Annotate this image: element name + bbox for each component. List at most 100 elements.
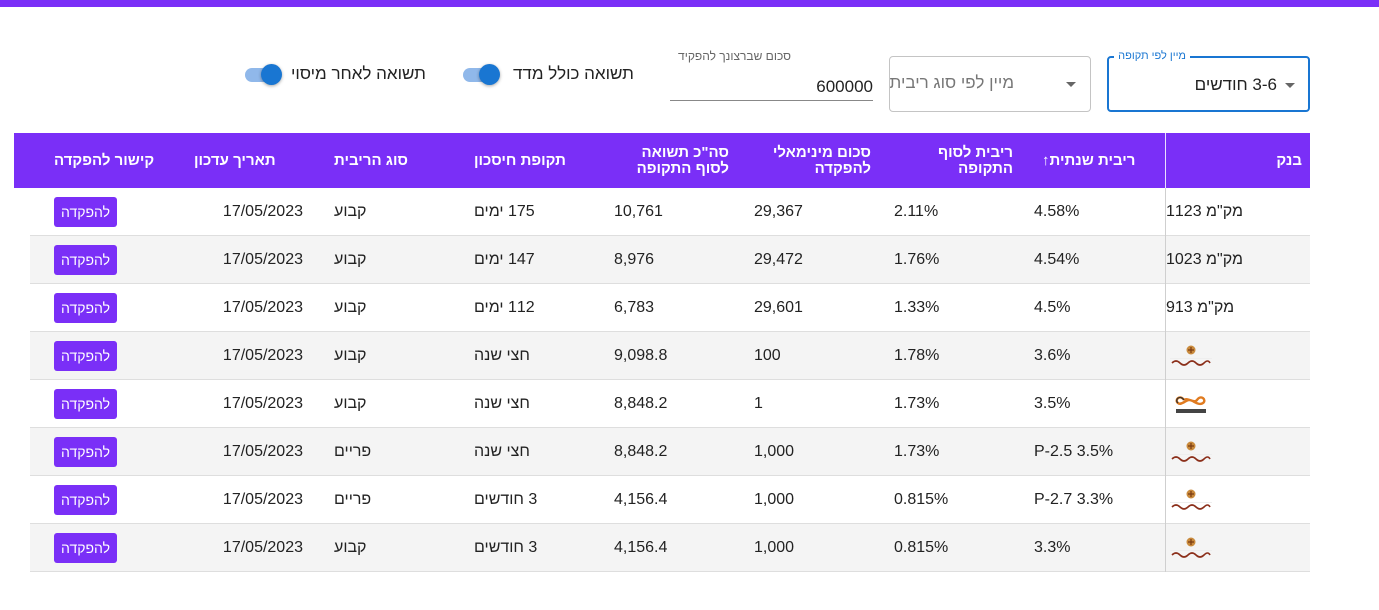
annual-rate: 4.54%	[1034, 251, 1080, 268]
column-header-annual-rate[interactable]: ריבית שנתית ↑	[1034, 133, 1155, 188]
rate-type: פריים	[334, 443, 372, 460]
end-rate: 1.73%	[894, 395, 940, 412]
table-row: 3.6% 1.78% 100 9,098.8 חצי שנה קבוע 17/0…	[30, 332, 1310, 380]
deposit-amount-input[interactable]	[670, 75, 873, 101]
rate-type-sort-select[interactable]: מיין לפי סוג ריבית	[889, 56, 1091, 112]
table-row: P-2.7 3.3% 0.815% 1,000 4,156.4 3 חודשים…	[30, 476, 1310, 524]
toggle-thumb[interactable]	[261, 64, 282, 85]
column-header-min-amount[interactable]: סכום מינימאלי להפקדה	[772, 143, 871, 177]
end-rate: 1.73%	[894, 443, 940, 460]
deposit-link-cell: להפקדה	[54, 428, 161, 476]
column-header-rate-type[interactable]: סוג הריבית	[334, 151, 408, 169]
deposit-button[interactable]: להפקדה	[54, 341, 118, 371]
toggle-return-after-tax[interactable]: תשואה לאחר מיסוי	[245, 63, 426, 87]
annual-rate: P-2.7 3.3%	[1034, 491, 1114, 508]
column-divider	[1165, 476, 1166, 524]
toggle-thumb[interactable]	[479, 64, 500, 85]
min-amount: 1,000	[754, 539, 795, 556]
deposit-button[interactable]: להפקדה	[54, 389, 118, 419]
min-amount: 29,367	[754, 203, 803, 220]
bank-logo-cell	[1166, 524, 1272, 572]
rate-type-placeholder: מיין לפי סוג ריבית	[889, 73, 1014, 92]
bank-jerusalem-logo	[1170, 345, 1212, 366]
total-return: 6,783	[614, 299, 655, 316]
annual-rate: 3.5%	[1034, 395, 1071, 412]
saving-period: חצי שנה	[474, 443, 530, 460]
column-header-end-rate[interactable]: ריבית לסוף התקופה	[937, 143, 1013, 177]
bank-name: מק"מ 913	[1166, 299, 1235, 316]
deposit-link-cell: להפקדה	[54, 524, 161, 572]
deposit-link-cell: להפקדה	[54, 332, 161, 380]
column-divider	[1165, 236, 1166, 284]
deposit-button[interactable]: להפקדה	[54, 437, 118, 467]
total-return: 8,848.2	[614, 443, 668, 460]
period-sort-select[interactable]: מיין לפי תקופה 3-6 חודשים	[1107, 49, 1310, 112]
total-return: 8,976	[614, 251, 655, 268]
saving-period: 112 ימים	[474, 299, 535, 316]
column-header-period[interactable]: תקופת חיסכון	[474, 151, 566, 169]
column-divider	[1165, 524, 1166, 572]
table-row: מק"מ 1023 4.54% 1.76% 29,472 8,976 147 י…	[30, 236, 1310, 284]
min-amount: 1,000	[754, 443, 795, 460]
deposit-button[interactable]: להפקדה	[54, 197, 118, 227]
table-row: מק"מ 1123 4.58% 2.11% 29,367 10,761 175 …	[30, 188, 1310, 236]
table-header: בנק ריבית שנתית ↑ ריבית לסוף התקופה סכום…	[14, 133, 1310, 188]
end-rate: 0.815%	[894, 491, 949, 508]
rate-type: קבוע	[334, 251, 367, 268]
table-row: P-2.5 3.5% 1.73% 1,000 8,848.2 חצי שנה פ…	[30, 428, 1310, 476]
min-amount: 29,601	[754, 299, 803, 316]
end-rate: 1.76%	[894, 251, 940, 268]
min-amount: 1,000	[754, 491, 795, 508]
column-divider	[1165, 133, 1166, 188]
annual-rate: 3.6%	[1034, 347, 1071, 364]
saving-period: 175 ימים	[474, 203, 535, 220]
rate-type: קבוע	[334, 347, 367, 364]
update-date: 17/05/2023	[222, 491, 303, 508]
deposit-link-cell: להפקדה	[54, 236, 161, 284]
deposit-button[interactable]: להפקדה	[54, 533, 118, 563]
bank-name: מק"מ 1023	[1166, 251, 1243, 268]
saving-period: חצי שנה	[474, 347, 530, 364]
column-header-bank[interactable]: בנק	[1276, 151, 1302, 169]
total-return: 10,761	[614, 203, 663, 220]
update-date: 17/05/2023	[222, 299, 303, 316]
bank-logo-cell	[1166, 332, 1272, 380]
total-return: 4,156.4	[614, 491, 668, 508]
table-row: 3.3% 0.815% 1,000 4,156.4 3 חודשים קבוע …	[30, 524, 1310, 572]
update-date: 17/05/2023	[222, 203, 303, 220]
deposit-link-cell: להפקדה	[54, 476, 161, 524]
column-header-deposit-link: קישור להפקדה	[54, 151, 155, 169]
update-date: 17/05/2023	[222, 347, 303, 364]
column-divider	[1165, 380, 1166, 428]
total-return: 9,098.8	[614, 347, 668, 364]
end-rate: 2.11%	[894, 203, 939, 220]
table-body: מק"מ 1123 4.58% 2.11% 29,367 10,761 175 …	[30, 188, 1310, 572]
mizrahi-tefahot-logo	[1175, 396, 1206, 413]
bank-jerusalem-logo	[1170, 441, 1212, 462]
deposit-link-cell: להפקדה	[54, 380, 161, 428]
update-date: 17/05/2023	[222, 251, 303, 268]
end-rate: 1.33%	[894, 299, 940, 316]
deposit-amount-label: סכום שברצונך להפקיד	[678, 49, 791, 63]
column-header-update-date[interactable]: תאריך עדכון	[194, 151, 276, 169]
min-amount: 29,472	[754, 251, 803, 268]
deposit-link-cell: להפקדה	[54, 284, 161, 332]
deposit-button[interactable]: להפקדה	[54, 293, 118, 323]
toggle-return-with-madad[interactable]: תשואה כולל מדד	[463, 63, 634, 87]
deposit-button[interactable]: להפקדה	[54, 485, 118, 515]
end-rate: 0.815%	[894, 539, 949, 556]
column-header-total-return[interactable]: סה"כ תשואה לסוף התקופה	[636, 143, 729, 177]
saving-period: חצי שנה	[474, 395, 530, 412]
min-amount: 1	[754, 395, 763, 412]
period-sort-value: 3-6 חודשים	[1194, 75, 1277, 94]
rate-type: פריים	[334, 491, 372, 508]
column-divider	[1165, 284, 1166, 332]
update-date: 17/05/2023	[222, 443, 303, 460]
saving-period: 3 חודשים	[474, 539, 538, 556]
bank-logo-cell	[1166, 380, 1272, 428]
top-accent-bar	[0, 0, 1379, 7]
annual-rate: 4.5%	[1034, 299, 1071, 316]
arrow-up-icon[interactable]: ↑	[1042, 151, 1050, 169]
deposit-button[interactable]: להפקדה	[54, 245, 118, 275]
annual-rate-header-label: ריבית שנתית	[1049, 151, 1136, 169]
